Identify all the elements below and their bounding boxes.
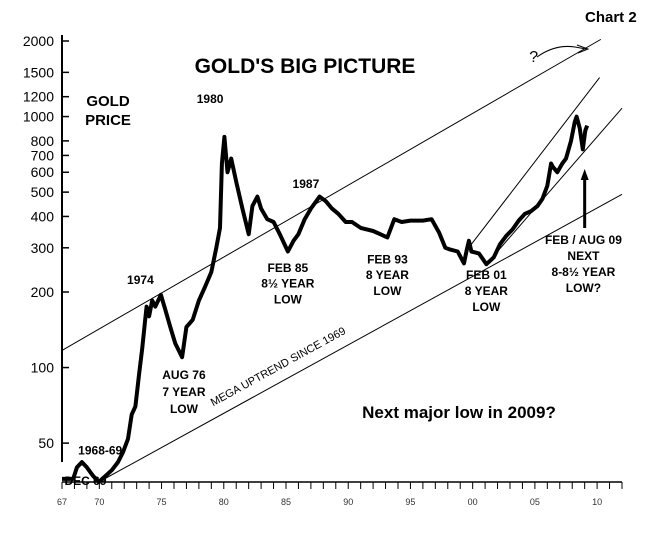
annotation-label: 8-8½ YEAR <box>552 265 616 279</box>
y-tick-label: 400 <box>31 208 55 224</box>
x-tick-label: 70 <box>94 497 104 507</box>
annotation-label: 8 YEAR <box>465 284 508 298</box>
x-tick-label: 00 <box>468 497 478 507</box>
y-tick-label: 500 <box>31 184 55 200</box>
projection-arrowhead <box>576 44 590 54</box>
y-tick-label: 200 <box>31 284 55 300</box>
annotation-label: 1974 <box>127 273 154 287</box>
projection-arrow <box>536 46 587 58</box>
annotation-label: 1980 <box>197 92 224 106</box>
chart-subtitle: Next major low in 2009? <box>362 403 556 422</box>
x-tick-label: 90 <box>343 497 353 507</box>
series-label-price: PRICE <box>85 112 131 129</box>
chart-number-label: Chart 2 <box>585 9 637 26</box>
y-tick-label: 2000 <box>23 33 54 49</box>
annotation-label: 1968-69 <box>78 444 122 458</box>
annotation-label: FEB 85 <box>268 261 309 275</box>
x-tick-label: 67 <box>57 497 67 507</box>
annotation-label: FEB / AUG 09 <box>545 233 622 247</box>
y-tick-label: 600 <box>31 164 55 180</box>
y-tick-label: 300 <box>31 240 55 256</box>
x-tick-label: 10 <box>592 497 602 507</box>
annotation-label: LOW <box>274 292 303 306</box>
y-tick-label: 1200 <box>23 89 54 105</box>
trendline-channel-low <box>485 107 623 265</box>
y-tick-label: 1500 <box>23 64 54 80</box>
x-tick-label: 85 <box>281 497 291 507</box>
annotation-label: ? <box>529 49 538 66</box>
annotation-label: LOW? <box>566 281 601 295</box>
x-tick-label: 80 <box>219 497 229 507</box>
annotation-label: LOW <box>170 402 199 416</box>
y-tick-label: 50 <box>38 435 54 451</box>
x-tick-label: 95 <box>405 497 415 507</box>
y-tick-label: 100 <box>31 360 55 376</box>
annotation-label: 1987 <box>293 177 320 191</box>
series-label-gold: GOLD <box>86 93 129 110</box>
chart-title: GOLD'S BIG PICTURE <box>195 55 416 78</box>
annotation-label: AUG 76 <box>162 368 206 382</box>
x-tick-label: 75 <box>157 497 167 507</box>
annotation-label: LOW <box>472 300 501 314</box>
next-low-arrowhead <box>580 169 589 180</box>
y-tick-label: 700 <box>31 147 55 163</box>
annotation-label: FEB 01 <box>466 268 507 282</box>
gold-price-line <box>62 114 590 484</box>
trendline-channel-high <box>471 77 600 245</box>
annotation-label: FEB 93 <box>367 252 408 266</box>
annotation-label: 8 YEAR <box>366 268 409 282</box>
mega-uptrend-label: MEGA UPTREND SINCE 1969 <box>209 325 348 409</box>
annotation-label: 8½ YEAR <box>261 277 314 291</box>
y-tick-label: 800 <box>31 133 55 149</box>
y-tick-label: 1000 <box>23 109 54 125</box>
annotation-label: 7 YEAR <box>162 385 205 399</box>
annotation-label: LOW <box>373 284 402 298</box>
x-tick-label: 05 <box>530 497 540 507</box>
annotation-label: DEC 69 <box>64 474 106 488</box>
trendline-upper <box>61 38 602 351</box>
annotation-label: NEXT <box>567 249 600 263</box>
trendline-lower <box>98 193 623 483</box>
